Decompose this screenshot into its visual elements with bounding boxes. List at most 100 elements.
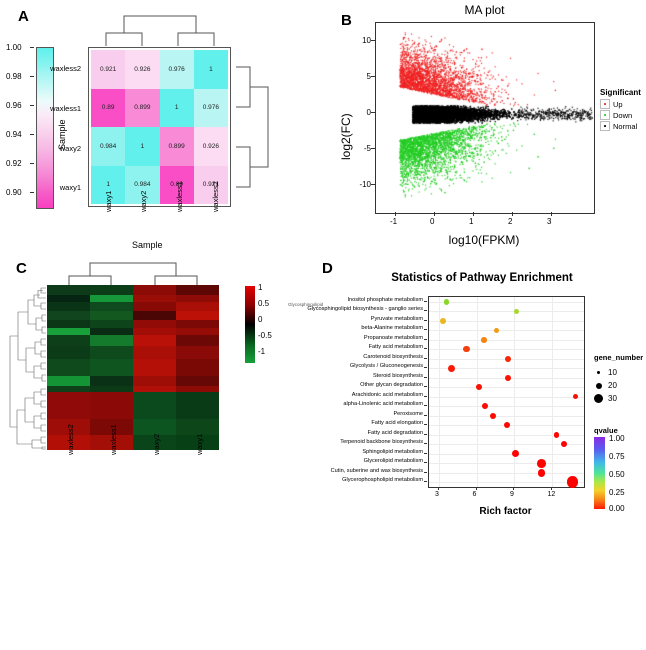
panel-a-cell: 1: [125, 127, 160, 166]
panel-d-data-point[interactable]: [481, 337, 487, 343]
panel-a-cell: 0.899: [125, 88, 160, 127]
panel-b-x-axis-label: log10(FPKM): [448, 233, 520, 247]
panel-d-data-point[interactable]: [513, 308, 520, 314]
panel-d-qvalue-tick-0: 1.00: [609, 434, 625, 443]
panel-d-data-point[interactable]: [503, 422, 510, 429]
panel-b-legend-label: Up: [613, 99, 623, 109]
panel-d-data-point[interactable]: [448, 364, 455, 372]
panel-d-data-point[interactable]: [561, 441, 568, 448]
panel-d-xtick-label: 6: [472, 491, 477, 498]
down-swatch-icon: [600, 110, 610, 120]
panel-b-legend-item-up[interactable]: Up: [600, 99, 646, 109]
panel-c-heatmap: [47, 285, 219, 450]
panel-d-category-label: Sphingolipid metabolism: [362, 448, 423, 455]
panel-d-data-point[interactable]: [566, 476, 579, 488]
panel-d-gene-number-label: 30: [608, 394, 617, 403]
panel-a-colorbar: [36, 47, 54, 209]
panel-c-col-label-1: waxless1: [109, 424, 118, 455]
panel-d-gene-number-title: gene_number: [594, 353, 644, 362]
panel-a-cell: 0.984: [125, 165, 160, 204]
panel-d-gene-number-item[interactable]: 20: [594, 379, 643, 392]
panel-d-xtick-mark: [513, 487, 514, 490]
panel-d-category-label: Fatty acid elongation: [371, 420, 423, 427]
panel-d-gridline: [429, 320, 584, 322]
panel-b-legend-item-normal[interactable]: Normal: [600, 121, 646, 131]
panel-d-xtick-label: 9: [510, 491, 514, 498]
panel-d-data-point[interactable]: [443, 299, 450, 305]
panel-d-category-label: Fatty acid degradation: [367, 429, 423, 436]
panel-d-category-label: Steroid biosynthesis: [372, 372, 423, 379]
panel-d-gridline: [476, 297, 478, 487]
panel-d-gene-number-label: 20: [608, 381, 617, 390]
panel-d-category-label: Propanoate metabolism: [363, 334, 423, 341]
panel-d-data-point[interactable]: [504, 355, 511, 362]
panel-d-data-point[interactable]: [463, 346, 470, 353]
panel-b-legend: Significant Up Down Normal: [600, 88, 646, 132]
panel-d-gridline: [551, 297, 553, 487]
panel-d-tick-dash: [424, 424, 427, 426]
panel-b-plot-area: [375, 22, 595, 214]
panel-d-gridline: [429, 463, 584, 465]
panel-d-data-point[interactable]: [493, 327, 500, 334]
panel-d-data-point[interactable]: [553, 431, 560, 438]
panel-d-qvalue-colorbar: [594, 437, 605, 509]
panel-b-legend-item-down[interactable]: Down: [600, 110, 646, 120]
panel-d-data-point[interactable]: [482, 403, 489, 410]
panel-b-legend-title: Significant: [600, 88, 641, 97]
panel-d-pathway-enrichment: D Statistics of Pathway Enrichment Rich …: [307, 258, 646, 650]
panel-c-cbar-tick-2: 0: [258, 315, 263, 324]
panel-d-data-point[interactable]: [572, 394, 578, 400]
panel-d-gridline: [514, 297, 515, 487]
panel-d-tick-dash: [424, 319, 427, 321]
panel-c-cbar-tick-4: -1: [258, 347, 266, 356]
panel-d-data-point[interactable]: [504, 374, 511, 381]
panel-d-data-point[interactable]: [489, 412, 496, 419]
panel-d-tick-dash: [424, 443, 427, 445]
panel-a-cell: 1: [193, 50, 228, 89]
panel-c-column-waxless1: [90, 285, 133, 450]
panel-a-cell: 0.921: [193, 165, 228, 204]
panel-d-gene-number-item[interactable]: 10: [594, 366, 643, 379]
panel-b-legend-label: Down: [613, 110, 633, 120]
panel-d-qvalue-tick-2: 0.50: [609, 470, 625, 479]
panel-a-cbar-tick-0: 1.00: [6, 43, 22, 52]
panel-d-label: D: [322, 260, 333, 277]
panel-d-data-point[interactable]: [537, 458, 546, 468]
size-dot-icon: [595, 382, 602, 389]
panel-b-ytick-2: 0: [366, 108, 371, 117]
panel-a-col-label-3: waxless2: [211, 181, 220, 212]
panel-c-cbar-tick-0: 1: [258, 283, 263, 292]
panel-c-left-dendrogram: [9, 287, 46, 450]
panel-d-gridline: [429, 434, 584, 436]
panel-b-legend-label: Normal: [613, 121, 638, 131]
panel-a-x-axis-title: Sample: [132, 240, 163, 250]
panel-a-right-dendrogram: [236, 66, 269, 188]
panel-a-row-label-0: waxless2: [50, 64, 81, 73]
panel-d-tick-dash: [424, 310, 427, 312]
panel-d-data-point[interactable]: [511, 450, 519, 458]
panel-d-gridline: [429, 311, 584, 313]
panel-d-gene-number-item[interactable]: 30: [594, 392, 643, 405]
panel-d-title: Statistics of Pathway Enrichment: [391, 272, 573, 284]
panel-d-data-point[interactable]: [537, 468, 546, 477]
panel-a-top-dendrogram: [105, 15, 215, 46]
panel-d-qvalue-tick-4: 0.00: [609, 504, 625, 513]
panel-b-y-axis-label: log2(FC): [339, 113, 353, 160]
panel-d-gridline: [429, 444, 584, 446]
panel-d-data-point[interactable]: [439, 317, 446, 324]
panel-d-category-label: Inositol phosphate metabolism: [347, 296, 423, 303]
panel-a-cell: 1: [159, 88, 194, 127]
panel-d-gene-number-legend: gene_number 10 20 30: [594, 353, 643, 405]
panel-a-cell: 0.976: [159, 50, 194, 89]
panel-d-gridline: [439, 297, 440, 487]
panel-d-xtick-mark: [550, 487, 552, 490]
panel-d-x-axis-label: Rich factor: [479, 506, 532, 517]
panel-c-col-label-3: waxy1: [195, 433, 204, 455]
panel-d-tick-dash: [424, 386, 427, 388]
panel-d-tick-dash: [424, 329, 427, 331]
panel-d-tick-dash: [424, 395, 427, 397]
panel-b-label: B: [341, 12, 352, 29]
panel-d-data-point[interactable]: [476, 384, 482, 391]
panel-d-qvalue-legend: qvalue 1.00 0.75 0.50 0.25 0.00: [594, 426, 625, 513]
